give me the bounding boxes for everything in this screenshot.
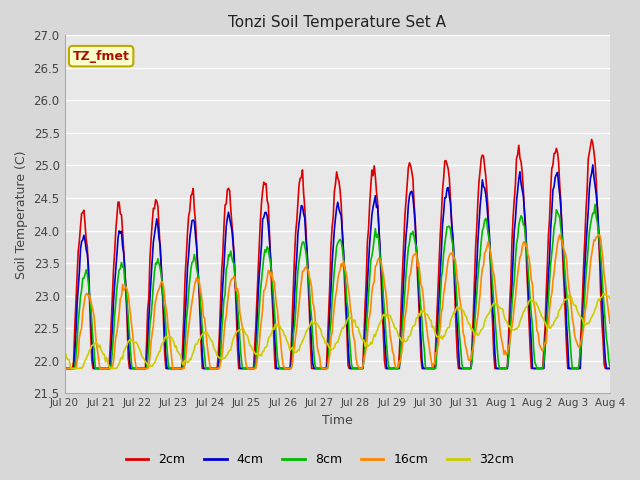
2cm: [461, 366, 469, 372]
8cm: [366, 275, 374, 280]
8cm: [556, 215, 564, 221]
32cm: [367, 340, 374, 346]
Line: 32cm: 32cm: [65, 293, 610, 369]
4cm: [606, 366, 614, 372]
Line: 16cm: 16cm: [65, 235, 610, 369]
Line: 2cm: 2cm: [65, 139, 610, 369]
16cm: [557, 237, 564, 242]
8cm: [291, 324, 298, 330]
4cm: [589, 162, 596, 168]
16cm: [606, 320, 614, 326]
8cm: [461, 366, 469, 372]
4cm: [291, 295, 298, 300]
4cm: [461, 366, 469, 372]
4cm: [366, 240, 374, 246]
8cm: [606, 364, 614, 370]
4cm: [556, 192, 564, 198]
16cm: [230, 273, 238, 279]
4cm: [61, 366, 68, 372]
16cm: [291, 344, 298, 350]
2cm: [230, 258, 238, 264]
16cm: [61, 366, 68, 372]
2cm: [291, 254, 298, 260]
32cm: [557, 305, 564, 311]
16cm: [366, 313, 374, 319]
2cm: [366, 202, 374, 207]
32cm: [232, 332, 239, 337]
Text: TZ_fmet: TZ_fmet: [73, 49, 129, 63]
4cm: [230, 252, 238, 258]
8cm: [392, 366, 400, 372]
Title: Tonzi Soil Temperature Set A: Tonzi Soil Temperature Set A: [228, 15, 446, 30]
2cm: [606, 366, 614, 372]
2cm: [588, 136, 595, 142]
16cm: [556, 232, 564, 238]
16cm: [461, 342, 469, 348]
32cm: [68, 366, 76, 372]
8cm: [230, 261, 238, 267]
32cm: [393, 328, 401, 334]
X-axis label: Time: Time: [322, 414, 353, 427]
Line: 4cm: 4cm: [65, 165, 610, 369]
2cm: [61, 366, 68, 372]
2cm: [556, 183, 564, 189]
32cm: [606, 296, 614, 301]
Y-axis label: Soil Temperature (C): Soil Temperature (C): [15, 150, 28, 278]
32cm: [600, 290, 608, 296]
8cm: [61, 366, 68, 372]
8cm: [591, 202, 599, 207]
2cm: [392, 366, 400, 372]
Legend: 2cm, 4cm, 8cm, 16cm, 32cm: 2cm, 4cm, 8cm, 16cm, 32cm: [121, 448, 519, 471]
32cm: [463, 314, 470, 320]
32cm: [292, 349, 300, 355]
4cm: [392, 366, 400, 372]
16cm: [392, 365, 400, 371]
32cm: [61, 352, 68, 358]
Line: 8cm: 8cm: [65, 204, 610, 369]
